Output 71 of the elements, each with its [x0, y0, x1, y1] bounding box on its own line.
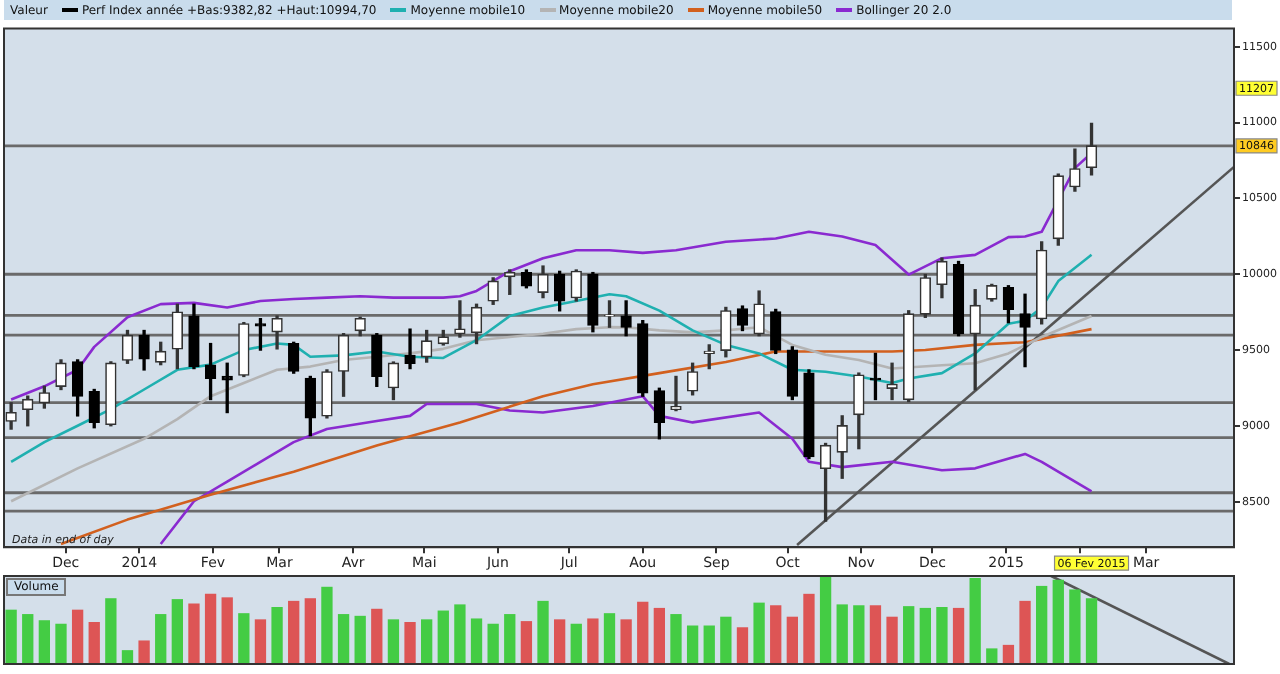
bar — [1019, 600, 1031, 664]
bar — [703, 625, 715, 664]
bar — [853, 605, 865, 664]
bar — [903, 606, 915, 664]
bar — [736, 627, 749, 664]
bar — [271, 607, 283, 664]
candlestick — [1019, 293, 1031, 368]
bar — [71, 609, 84, 664]
candlestick — [886, 362, 898, 401]
bar — [288, 600, 300, 664]
bar — [670, 614, 682, 664]
bar — [371, 608, 383, 664]
bar — [38, 620, 51, 664]
bar — [986, 648, 998, 664]
bar — [720, 616, 732, 664]
bar — [238, 613, 250, 664]
bar — [686, 625, 699, 664]
bar — [803, 593, 815, 664]
bar — [138, 640, 150, 664]
bar — [819, 576, 832, 664]
bar — [22, 614, 34, 664]
bar — [869, 605, 882, 664]
bar — [1069, 589, 1081, 664]
bar — [1085, 598, 1098, 664]
bar — [1036, 585, 1048, 664]
bar — [204, 593, 217, 664]
bar — [321, 586, 333, 664]
bar — [188, 603, 200, 664]
bar — [454, 604, 466, 664]
bar — [520, 621, 533, 664]
bar — [570, 623, 582, 664]
bar — [537, 600, 549, 664]
bar — [919, 607, 931, 664]
bar — [254, 619, 267, 664]
bar — [88, 621, 100, 664]
bar — [221, 597, 233, 664]
bar — [504, 614, 516, 664]
bar — [786, 616, 798, 664]
bar — [404, 621, 416, 664]
bar — [155, 614, 167, 664]
bar — [55, 623, 67, 664]
bar — [105, 598, 117, 664]
bar — [421, 619, 433, 664]
candlestick — [454, 300, 466, 338]
bar — [836, 604, 848, 664]
bar — [304, 598, 316, 664]
bar — [470, 618, 483, 664]
bar — [603, 613, 616, 664]
bar — [1052, 579, 1064, 664]
bar — [886, 616, 898, 664]
bar — [952, 607, 965, 664]
bar — [637, 601, 649, 664]
bar — [487, 623, 499, 664]
bar — [553, 619, 566, 664]
bar — [620, 619, 632, 664]
bar — [653, 607, 666, 664]
bar — [5, 609, 17, 664]
bar — [770, 605, 782, 664]
bar — [969, 577, 981, 664]
bar — [1002, 644, 1015, 664]
bar — [936, 607, 948, 664]
bar — [437, 610, 449, 664]
bar — [354, 615, 366, 664]
bar — [753, 602, 765, 664]
bar — [121, 650, 134, 664]
candlestick — [404, 328, 416, 370]
bar — [337, 614, 350, 664]
bar — [171, 599, 183, 664]
bar — [387, 619, 400, 664]
candlestick — [670, 375, 682, 412]
bar — [587, 618, 599, 664]
